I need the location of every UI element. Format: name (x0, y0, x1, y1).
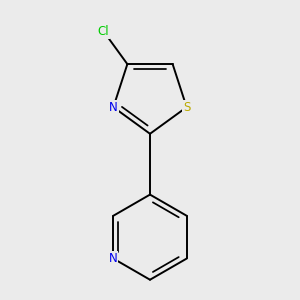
Text: N: N (109, 101, 118, 114)
Text: Cl: Cl (98, 25, 109, 38)
Text: N: N (109, 252, 118, 265)
Text: S: S (183, 101, 190, 114)
